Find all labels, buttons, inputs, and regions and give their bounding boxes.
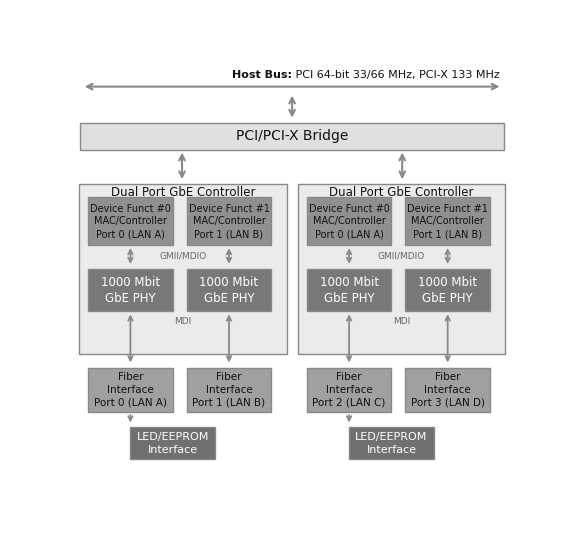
Bar [80, 123, 504, 150]
Text: 1000 Mbit
GbE PHY: 1000 Mbit GbE PHY [200, 275, 259, 305]
Text: LED/EEPROM
Interface: LED/EEPROM Interface [137, 432, 209, 455]
Text: Device Funct #1
MAC/Controller
Port 1 (LAN B): Device Funct #1 MAC/Controller Port 1 (L… [407, 204, 488, 239]
Bar [298, 184, 506, 354]
Bar [405, 367, 490, 412]
Text: 1000 Mbit
GbE PHY: 1000 Mbit GbE PHY [320, 275, 378, 305]
Bar [307, 197, 392, 245]
Bar [88, 367, 173, 412]
Bar [405, 197, 490, 245]
Text: MDI: MDI [174, 317, 192, 326]
Bar [405, 269, 490, 312]
Bar [186, 269, 271, 312]
Text: Fiber
Interface
Port 0 (LAN A): Fiber Interface Port 0 (LAN A) [94, 372, 167, 408]
Text: Host Bus:: Host Bus: [232, 70, 292, 80]
Text: 1000 Mbit
GbE PHY: 1000 Mbit GbE PHY [101, 275, 160, 305]
Text: Device Funct #0
MAC/Controller
Port 0 (LAN A): Device Funct #0 MAC/Controller Port 0 (L… [90, 204, 171, 239]
Text: MDI: MDI [393, 317, 410, 326]
Text: LED/EEPROM
Interface: LED/EEPROM Interface [355, 432, 428, 455]
Bar [88, 269, 173, 312]
Text: Device Funct #0
MAC/Controller
Port 0 (LAN A): Device Funct #0 MAC/Controller Port 0 (L… [309, 204, 389, 239]
Text: PCI 64-bit 33/66 MHz, PCI-X 133 MHz: PCI 64-bit 33/66 MHz, PCI-X 133 MHz [292, 70, 500, 80]
Bar [307, 367, 392, 412]
Bar [307, 269, 392, 312]
Bar [79, 184, 287, 354]
Text: Fiber
Interface
Port 1 (LAN B): Fiber Interface Port 1 (LAN B) [193, 372, 266, 408]
Bar [186, 197, 271, 245]
Text: 1000 Mbit
GbE PHY: 1000 Mbit GbE PHY [418, 275, 477, 305]
Text: GMII/MDIO: GMII/MDIO [378, 251, 425, 261]
Text: PCI/PCI-X Bridge: PCI/PCI-X Bridge [236, 129, 348, 143]
Bar [131, 427, 215, 459]
Bar [186, 367, 271, 412]
Bar [349, 427, 434, 459]
Text: Fiber
Interface
Port 3 (LAN D): Fiber Interface Port 3 (LAN D) [410, 372, 484, 408]
Text: GMII/MDIO: GMII/MDIO [159, 251, 206, 261]
Text: Device Funct #1
MAC/Controller
Port 1 (LAN B): Device Funct #1 MAC/Controller Port 1 (L… [189, 204, 270, 239]
Text: Dual Port GbE Controller: Dual Port GbE Controller [111, 186, 255, 199]
Text: Dual Port GbE Controller: Dual Port GbE Controller [329, 186, 474, 199]
Text: Fiber
Interface
Port 2 (LAN C): Fiber Interface Port 2 (LAN C) [312, 372, 386, 408]
Bar [88, 197, 173, 245]
